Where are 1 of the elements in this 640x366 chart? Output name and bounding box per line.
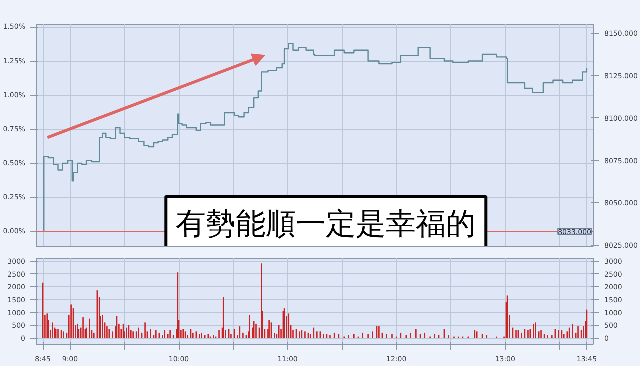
annotation: 有勢能順一定是幸福的 bbox=[176, 206, 476, 242]
